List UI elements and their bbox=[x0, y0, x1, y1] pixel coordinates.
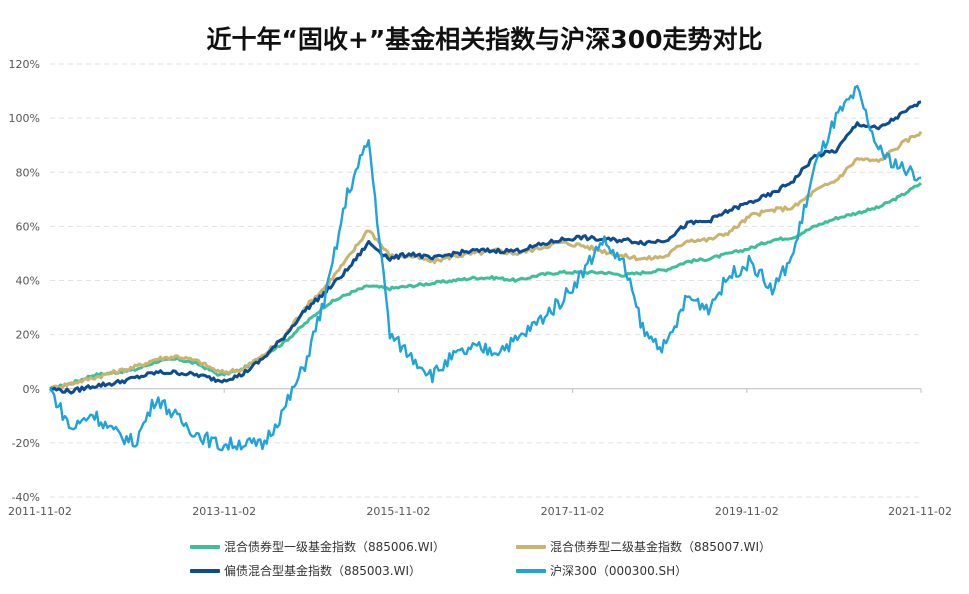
y-tick-label: 40% bbox=[16, 275, 40, 288]
x-tick-label: 2017-11-02 bbox=[541, 505, 605, 518]
x-tick-label: 2013-11-02 bbox=[192, 505, 256, 518]
series-line bbox=[49, 84, 922, 452]
legend-swatch bbox=[516, 544, 546, 549]
legend-swatch bbox=[516, 568, 546, 573]
legend-item: 偏债混合型基金指数（885003.WI） bbox=[190, 562, 421, 579]
y-tick-label: 100% bbox=[9, 112, 40, 125]
y-tick-label: 120% bbox=[9, 58, 40, 71]
legend-label: 沪深300（000300.SH） bbox=[550, 564, 688, 578]
x-tick-label: 2015-11-02 bbox=[366, 505, 430, 518]
y-tick-label: -40% bbox=[12, 491, 40, 504]
legend-label: 混合债券型一级基金指数（885006.WI） bbox=[224, 540, 446, 554]
legend-item: 沪深300（000300.SH） bbox=[516, 562, 687, 579]
legend-item: 混合债券型一级基金指数（885006.WI） bbox=[190, 538, 445, 555]
legend-swatch bbox=[190, 544, 220, 549]
x-tick-label: 2011-11-02 bbox=[8, 505, 72, 518]
x-tick-label: 2019-11-02 bbox=[715, 505, 779, 518]
y-tick-label: 20% bbox=[16, 329, 40, 342]
y-tick-label: 0% bbox=[23, 383, 40, 396]
y-tick-label: 80% bbox=[16, 166, 40, 179]
y-tick-label: -20% bbox=[12, 437, 40, 450]
legend-item: 混合债券型二级基金指数（885007.WI） bbox=[516, 538, 771, 555]
series-line bbox=[49, 181, 922, 390]
y-tick-label: 60% bbox=[16, 220, 40, 233]
x-tick-label: 2021-11-02 bbox=[888, 505, 952, 518]
chart-title: 近十年“固收+”基金相关指数与沪深300走势对比 bbox=[206, 25, 763, 54]
series-line bbox=[49, 100, 922, 395]
legend-label: 偏债混合型基金指数（885003.WI） bbox=[224, 564, 422, 578]
legend-swatch bbox=[190, 568, 220, 573]
legend-label: 混合债券型二级基金指数（885007.WI） bbox=[550, 540, 772, 554]
